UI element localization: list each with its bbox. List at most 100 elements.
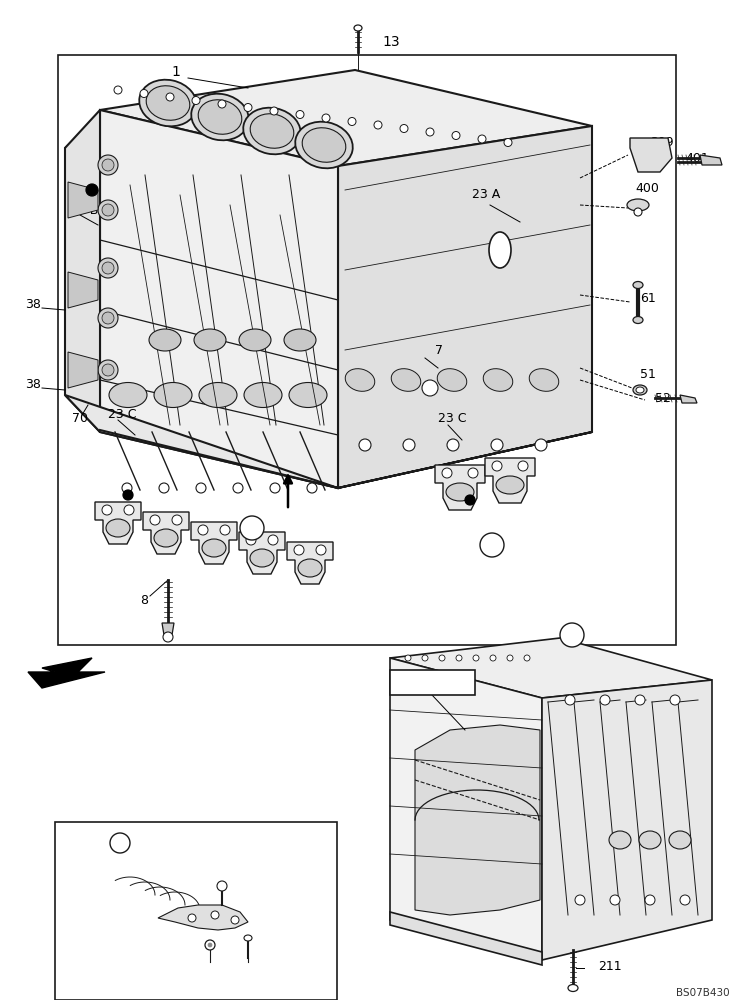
Circle shape — [150, 515, 160, 525]
Ellipse shape — [489, 232, 511, 268]
Circle shape — [123, 490, 133, 500]
Text: 1: 1 — [171, 65, 180, 79]
Ellipse shape — [139, 80, 197, 126]
Circle shape — [114, 86, 122, 94]
Polygon shape — [102, 72, 590, 168]
Circle shape — [348, 117, 356, 125]
Circle shape — [211, 911, 219, 919]
Text: 51: 51 — [640, 368, 656, 381]
Circle shape — [560, 623, 584, 647]
Circle shape — [405, 655, 411, 661]
Circle shape — [422, 380, 438, 396]
Text: 401: 401 — [685, 151, 709, 164]
Circle shape — [518, 461, 528, 471]
Ellipse shape — [194, 329, 226, 351]
Polygon shape — [485, 458, 535, 503]
Text: 0-13: 0-13 — [418, 676, 446, 688]
Circle shape — [452, 131, 460, 139]
Circle shape — [220, 525, 230, 535]
Circle shape — [159, 483, 169, 493]
Text: 38: 38 — [25, 298, 41, 312]
Circle shape — [507, 655, 513, 661]
Circle shape — [192, 97, 200, 104]
Text: 23 C: 23 C — [438, 412, 467, 424]
Text: 61: 61 — [640, 292, 656, 304]
Circle shape — [480, 533, 504, 557]
Circle shape — [208, 943, 212, 947]
Text: 38: 38 — [25, 378, 41, 391]
Ellipse shape — [627, 199, 649, 211]
Text: B: B — [568, 629, 576, 642]
Circle shape — [374, 121, 382, 129]
Circle shape — [102, 312, 114, 324]
Circle shape — [442, 468, 452, 478]
Ellipse shape — [609, 831, 631, 849]
Circle shape — [294, 545, 304, 555]
Polygon shape — [390, 658, 542, 960]
Circle shape — [122, 483, 132, 493]
Text: BS07B430: BS07B430 — [676, 988, 730, 998]
Ellipse shape — [191, 94, 249, 140]
Circle shape — [110, 833, 130, 853]
Circle shape — [217, 881, 227, 891]
Bar — [58, 55, 676, 645]
Circle shape — [268, 535, 278, 545]
Circle shape — [307, 483, 317, 493]
Circle shape — [163, 632, 173, 642]
Circle shape — [188, 914, 196, 922]
Circle shape — [140, 90, 148, 98]
Circle shape — [575, 895, 585, 905]
Circle shape — [535, 439, 547, 451]
Ellipse shape — [239, 329, 271, 351]
Circle shape — [600, 695, 610, 705]
Circle shape — [218, 100, 226, 108]
Ellipse shape — [391, 369, 421, 391]
Circle shape — [231, 916, 239, 924]
Polygon shape — [390, 912, 542, 965]
Ellipse shape — [483, 369, 513, 391]
Circle shape — [296, 110, 304, 118]
Circle shape — [233, 483, 243, 493]
Circle shape — [102, 505, 112, 515]
Circle shape — [456, 655, 462, 661]
Polygon shape — [28, 658, 105, 688]
Circle shape — [491, 439, 503, 451]
Bar — [390, 670, 475, 695]
Circle shape — [422, 655, 428, 661]
Ellipse shape — [202, 539, 226, 557]
Ellipse shape — [109, 382, 147, 408]
Circle shape — [98, 308, 118, 328]
Circle shape — [98, 155, 118, 175]
Ellipse shape — [496, 476, 524, 494]
Circle shape — [473, 655, 479, 661]
Text: A: A — [116, 836, 124, 850]
Ellipse shape — [633, 316, 643, 324]
Circle shape — [196, 483, 206, 493]
Ellipse shape — [354, 25, 362, 31]
Circle shape — [322, 114, 330, 122]
Text: 23 C: 23 C — [108, 408, 136, 422]
Circle shape — [465, 495, 475, 505]
Circle shape — [198, 525, 208, 535]
Circle shape — [492, 461, 502, 471]
Polygon shape — [102, 112, 590, 428]
Polygon shape — [68, 352, 98, 388]
Ellipse shape — [636, 387, 644, 393]
Circle shape — [124, 505, 134, 515]
Text: 23 A: 23 A — [472, 188, 500, 202]
Circle shape — [680, 895, 690, 905]
Circle shape — [102, 364, 114, 376]
Circle shape — [316, 545, 326, 555]
Circle shape — [98, 360, 118, 380]
Circle shape — [504, 138, 512, 146]
Polygon shape — [100, 70, 592, 166]
Ellipse shape — [243, 108, 301, 154]
Polygon shape — [287, 542, 333, 584]
Circle shape — [426, 128, 434, 136]
Text: 23 B: 23 B — [70, 204, 99, 217]
Circle shape — [102, 204, 114, 216]
Circle shape — [102, 159, 114, 171]
Polygon shape — [143, 512, 189, 554]
Polygon shape — [680, 395, 697, 403]
Circle shape — [172, 515, 182, 525]
